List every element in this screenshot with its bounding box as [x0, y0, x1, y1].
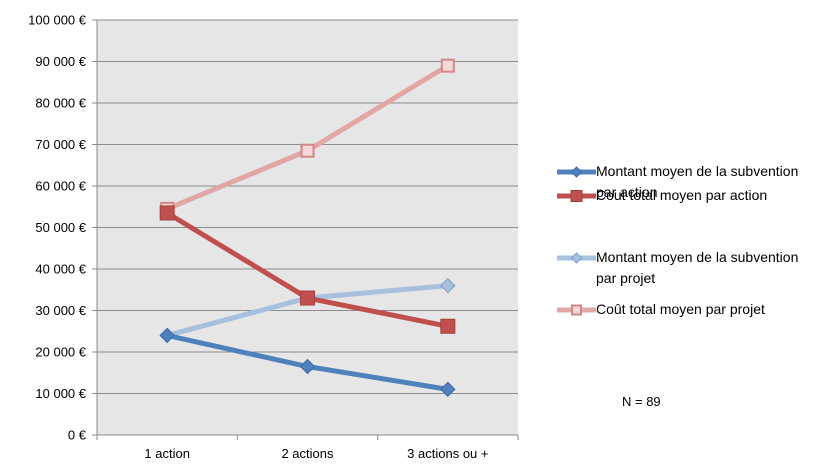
legend-swatch-marker — [571, 304, 582, 316]
y-tick-label: 20 000 € — [35, 345, 86, 360]
y-tick-label: 10 000 € — [35, 386, 86, 401]
axes — [96, 20, 519, 440]
series-point — [440, 318, 456, 334]
y-tick-label: 40 000 € — [35, 262, 86, 277]
sample-size-annotation: N = 89 — [622, 394, 661, 409]
series-markers — [159, 58, 456, 398]
legend-entry: Coût total moyen par projet — [557, 301, 765, 317]
series-point — [300, 143, 315, 158]
legend: Montant moyen de la subvention par action… — [557, 163, 798, 317]
legend-label: Coût total moyen par projet — [596, 301, 765, 317]
series-point — [159, 205, 175, 221]
y-tick-label: 100 000 € — [28, 13, 87, 28]
series-point — [440, 381, 456, 398]
legend-swatch-marker — [570, 190, 583, 202]
legend-label: Montant moyen de la subvention — [596, 249, 798, 265]
legend-entry: Cout total moyen par action — [557, 187, 767, 203]
legend-swatch-marker — [570, 166, 583, 178]
series-point — [299, 358, 316, 375]
legend-label: Cout total moyen par action — [596, 187, 767, 203]
series-point — [159, 327, 175, 344]
y-tick-label: 90 000 € — [35, 54, 86, 69]
x-tick-label: 2 actions — [281, 446, 334, 461]
y-tick-label: 50 000 € — [35, 220, 86, 235]
y-tick-label: 60 000 € — [35, 179, 86, 194]
x-tick-label: 3 actions ou + — [407, 446, 488, 461]
y-tick-label: 80 000 € — [35, 96, 86, 111]
legend-swatch-marker — [570, 252, 583, 264]
legend-label: Montant moyen de la subvention — [596, 163, 798, 179]
legend-label: par projet — [596, 270, 655, 286]
series-point — [300, 290, 315, 306]
x-tick-label: 1 action — [144, 446, 190, 461]
y-tick-label: 70 000 € — [35, 137, 86, 152]
series-point — [440, 58, 455, 73]
y-tick-label: 0 € — [68, 428, 87, 443]
legend-label: par action — [596, 184, 657, 200]
y-tick-labels: 0 € 10 000 € 20 000 € 30 000 € 40 000 € 50 00… — [28, 13, 87, 443]
y-tick-label: 30 000 € — [35, 303, 86, 318]
series-point — [440, 277, 456, 294]
legend-entry: Montant moyen de la subvention par projet — [557, 249, 798, 286]
legend-entry: Montant moyen de la subvention par action — [557, 163, 798, 200]
x-tick-labels: 1 action 2 actions 3 actions ou + — [144, 446, 488, 461]
